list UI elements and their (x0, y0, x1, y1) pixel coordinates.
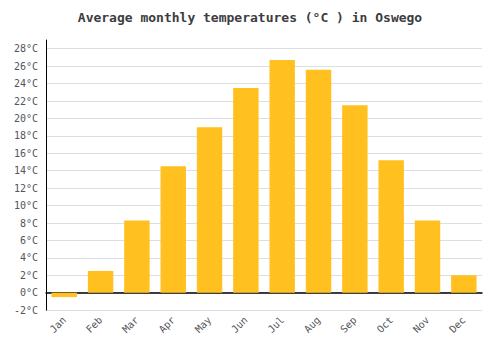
svg-text:-2°C: -2°C (14, 305, 38, 316)
svg-text:12°C: 12°C (14, 183, 38, 194)
svg-text:0°C: 0°C (20, 287, 38, 298)
svg-text:May: May (193, 314, 214, 335)
svg-text:14°C: 14°C (14, 165, 38, 176)
svg-text:22°C: 22°C (14, 96, 38, 107)
svg-text:Nov: Nov (411, 314, 432, 335)
svg-text:8°C: 8°C (20, 218, 38, 229)
svg-text:Aug: Aug (302, 314, 323, 335)
svg-text:Oct: Oct (375, 314, 396, 335)
svg-text:28°C: 28°C (14, 43, 38, 54)
svg-text:26°C: 26°C (14, 61, 38, 72)
svg-text:24°C: 24°C (14, 78, 38, 89)
svg-text:20°C: 20°C (14, 113, 38, 124)
svg-text:6°C: 6°C (20, 235, 38, 246)
svg-text:Feb: Feb (84, 314, 105, 335)
svg-text:Apr: Apr (157, 314, 178, 335)
svg-text:Jul: Jul (266, 314, 287, 335)
svg-text:16°C: 16°C (14, 148, 38, 159)
svg-text:Mar: Mar (120, 314, 141, 335)
svg-text:Dec: Dec (447, 314, 468, 335)
svg-text:Jun: Jun (229, 314, 250, 335)
svg-text:18°C: 18°C (14, 130, 38, 141)
svg-text:2°C: 2°C (20, 270, 38, 281)
svg-text:Jan: Jan (48, 314, 69, 335)
svg-text:Sep: Sep (338, 314, 359, 335)
svg-text:10°C: 10°C (14, 200, 38, 211)
svg-text:4°C: 4°C (20, 252, 38, 263)
svg-text:Average monthly temperatures (: Average monthly temperatures (°C ) in Os… (78, 10, 423, 25)
